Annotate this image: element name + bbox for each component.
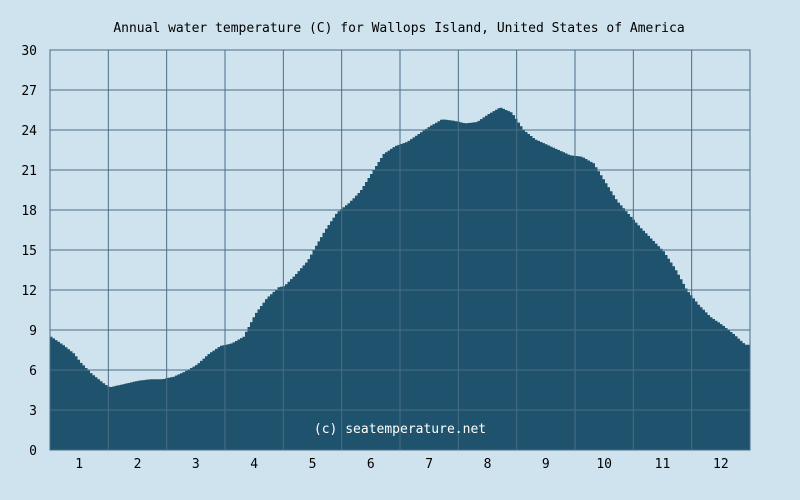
y-tick-label: 21 bbox=[21, 164, 37, 179]
y-tick-label: 15 bbox=[21, 244, 37, 259]
x-tick-label: 12 bbox=[713, 457, 729, 472]
y-tick-label: 18 bbox=[21, 204, 37, 219]
y-tick-label: 9 bbox=[29, 324, 37, 339]
x-tick-label: 10 bbox=[596, 457, 612, 472]
x-tick-label: 4 bbox=[250, 457, 258, 472]
y-tick-label: 12 bbox=[21, 284, 37, 299]
plot-border bbox=[49, 49, 751, 451]
watermark-text: (c) seatemperature.net bbox=[314, 422, 486, 437]
x-tick-label: 5 bbox=[309, 457, 317, 472]
y-tick-label: 24 bbox=[21, 124, 37, 139]
x-tick-label: 3 bbox=[192, 457, 200, 472]
y-tick-label: 0 bbox=[29, 444, 37, 459]
x-tick-label: 9 bbox=[542, 457, 550, 472]
x-tick-label: 1 bbox=[75, 457, 83, 472]
x-tick-label: 7 bbox=[425, 457, 433, 472]
x-tick-label: 2 bbox=[134, 457, 142, 472]
x-tick-label: 8 bbox=[484, 457, 492, 472]
y-tick-label: 27 bbox=[21, 84, 37, 99]
y-tick-label: 6 bbox=[29, 364, 37, 379]
y-tick-label: 30 bbox=[21, 44, 37, 59]
chart-title: Annual water temperature (C) for Wallops… bbox=[113, 21, 684, 36]
x-tick-label: 11 bbox=[655, 457, 671, 472]
x-tick-label: 6 bbox=[367, 457, 375, 472]
y-tick-label: 3 bbox=[29, 404, 37, 419]
